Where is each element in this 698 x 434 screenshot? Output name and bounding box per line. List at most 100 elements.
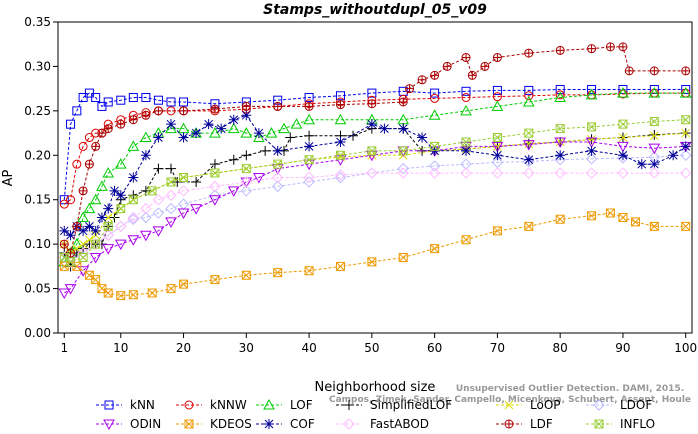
data-point-lof — [554, 91, 567, 103]
legend-marker-odin — [103, 419, 115, 431]
data-point-ldf — [417, 75, 427, 85]
data-point-inflo — [524, 128, 534, 138]
y-tick-label: 0.10 — [24, 237, 51, 251]
data-point-simplifiedlof — [304, 130, 315, 141]
data-point-inflo — [273, 159, 283, 169]
data-point-inflo — [210, 168, 220, 178]
data-point-lof — [140, 131, 152, 143]
legend-item-fastabod: FastABOD — [336, 417, 429, 431]
data-point-inflo — [587, 122, 597, 132]
data-point-ldf — [91, 141, 101, 151]
x-axis: 1 10 20 30 40 50 60 70 80 90 100 — [60, 333, 697, 355]
data-point-fastabod — [617, 167, 629, 179]
x-tick-label: 60 — [427, 341, 442, 355]
data-point-lof — [585, 88, 598, 100]
data-point-ldf — [480, 61, 490, 71]
data-point-odin — [127, 235, 140, 246]
data-point-cof — [379, 123, 390, 134]
data-point-simplifiedlof — [348, 130, 359, 141]
data-point-inflo — [78, 252, 88, 262]
data-point-cof — [90, 225, 101, 236]
data-point-ldf — [618, 42, 628, 52]
data-point-ldf — [153, 106, 163, 116]
data-point-cof — [178, 132, 189, 143]
data-point-ldf — [241, 101, 251, 111]
series-line-ldf — [63, 46, 686, 255]
data-point-fastabod — [177, 185, 190, 197]
data-point-fastabod — [209, 180, 221, 193]
data-point-knnw — [66, 195, 76, 205]
data-point-loop — [681, 128, 691, 138]
series-kdeos — [59, 208, 691, 301]
data-point-cof — [191, 128, 202, 139]
data-point-cof — [636, 159, 647, 170]
data-point-ldof — [152, 207, 165, 219]
data-point-knn — [335, 91, 345, 101]
x-tick-label: 100 — [674, 341, 697, 355]
data-point-odin — [64, 284, 77, 295]
legend-marker-cof — [264, 419, 274, 429]
data-point-inflo — [492, 133, 502, 143]
data-point-lof — [265, 127, 278, 138]
y-tick-label: 0.15 — [24, 193, 51, 207]
data-point-cof — [65, 230, 76, 241]
data-point-lof — [617, 87, 629, 98]
data-point-ldf — [116, 119, 126, 129]
data-point-ldof — [303, 176, 315, 188]
data-point-kdeos — [210, 275, 220, 285]
data-point-inflo — [367, 146, 377, 156]
y-tick-label: 0.00 — [24, 326, 51, 340]
data-point-inflo — [649, 117, 659, 127]
data-point-knnw — [524, 91, 534, 101]
data-point-knnw — [461, 93, 471, 103]
data-point-cof — [335, 136, 346, 147]
y-axis-label: AP — [1, 169, 16, 186]
data-point-ldf — [524, 48, 534, 58]
data-point-loop — [78, 239, 88, 249]
data-point-kdeos — [430, 244, 440, 254]
data-point-cof — [203, 119, 214, 130]
data-point-knn — [524, 85, 534, 95]
data-point-loop — [618, 133, 628, 142]
data-point-knn — [66, 119, 76, 129]
data-point-kdeos — [587, 211, 597, 221]
data-point-ldf — [179, 106, 189, 116]
data-point-cof — [128, 172, 139, 183]
legend-item-inflo: INFLO — [586, 417, 655, 431]
data-point-fastabod — [585, 167, 598, 179]
legend-label-loop: LoOP — [530, 398, 561, 412]
data-point-lof — [460, 104, 472, 116]
legend-item-knn: kNN — [96, 398, 155, 412]
x-tick-label: 40 — [301, 341, 316, 355]
data-point-lof — [96, 180, 108, 191]
data-point-ldf — [467, 70, 477, 80]
data-point-odin — [165, 217, 177, 228]
data-point-cof — [649, 159, 660, 170]
legend-label-kdeos: KDEOS — [210, 417, 252, 431]
data-point-ldof — [240, 185, 253, 197]
x-tick-label: 90 — [615, 341, 630, 355]
data-point-ldf — [492, 53, 502, 63]
legend-marker-kdeos — [184, 419, 194, 429]
data-point-cof — [398, 123, 409, 134]
data-point-ldof — [680, 149, 692, 161]
data-point-knnw — [618, 89, 628, 99]
data-point-knnw — [430, 93, 440, 103]
data-point-odin — [89, 252, 102, 264]
data-point-lof — [227, 122, 240, 134]
legend-label-fastabod: FastABOD — [370, 417, 429, 431]
data-point-ldf — [398, 97, 408, 107]
data-point-kdeos — [241, 270, 251, 280]
data-point-knn — [681, 85, 691, 95]
data-point-cof — [523, 154, 534, 165]
data-point-fastabod — [428, 167, 441, 179]
series-ldf — [59, 42, 691, 258]
data-point-knn — [141, 93, 151, 103]
data-point-cof — [153, 132, 164, 143]
data-point-ldf — [555, 45, 565, 55]
legend-marker-inflo — [594, 419, 604, 429]
data-point-ldof — [585, 153, 598, 165]
data-point-inflo — [430, 141, 440, 151]
series-lof — [58, 87, 692, 267]
data-point-inflo — [147, 186, 157, 196]
